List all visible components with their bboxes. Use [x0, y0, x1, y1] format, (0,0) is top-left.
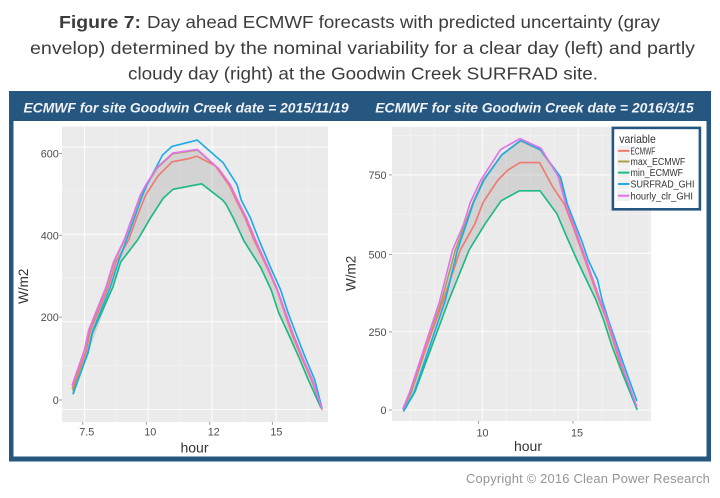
svg-text:variable: variable — [619, 132, 656, 146]
svg-text:max_ECMWF: max_ECMWF — [631, 157, 686, 168]
svg-text:0: 0 — [380, 405, 386, 417]
svg-text:W/m2: W/m2 — [16, 269, 31, 304]
svg-text:Day ahead ECMWF forecasts with: Day ahead ECMWF forecasts with predicted… — [147, 12, 660, 32]
svg-text:hourly_clr_GHI: hourly_clr_GHI — [631, 191, 694, 202]
svg-text:cloudy day (right) at the Good: cloudy day (right) at the Goodwin Creek … — [128, 64, 598, 84]
svg-text:250: 250 — [368, 327, 386, 339]
svg-text:10: 10 — [144, 427, 156, 439]
svg-text:10: 10 — [476, 428, 488, 440]
svg-text:hour: hour — [514, 438, 542, 454]
svg-text:15: 15 — [571, 428, 583, 440]
svg-text:ECMWF for site Goodwin Creek d: ECMWF for site Goodwin Creek date = 2016… — [375, 100, 694, 116]
svg-text:7.5: 7.5 — [79, 427, 94, 439]
svg-text:0: 0 — [53, 395, 59, 407]
svg-text:envelop) determined by the nom: envelop) determined by the nominal varia… — [30, 38, 695, 58]
svg-text:hour: hour — [180, 439, 208, 455]
svg-text:ECMWF for site Goodwin Creek d: ECMWF for site Goodwin Creek date = 2015… — [23, 100, 348, 116]
svg-text:SURFRAD_GHI: SURFRAD_GHI — [631, 180, 695, 191]
svg-text:500: 500 — [368, 249, 386, 261]
svg-text:600: 600 — [41, 149, 59, 161]
svg-text:Figure 7:: Figure 7: — [59, 12, 141, 32]
svg-text:15: 15 — [270, 427, 282, 439]
svg-text:ECMWF: ECMWF — [631, 146, 656, 157]
svg-text:W/m2: W/m2 — [344, 256, 359, 291]
svg-text:200: 200 — [41, 312, 59, 324]
svg-text:750: 750 — [368, 170, 386, 182]
svg-text:400: 400 — [41, 230, 59, 242]
svg-text:min_ECMWF: min_ECMWF — [631, 168, 684, 179]
svg-text:12: 12 — [208, 427, 220, 439]
